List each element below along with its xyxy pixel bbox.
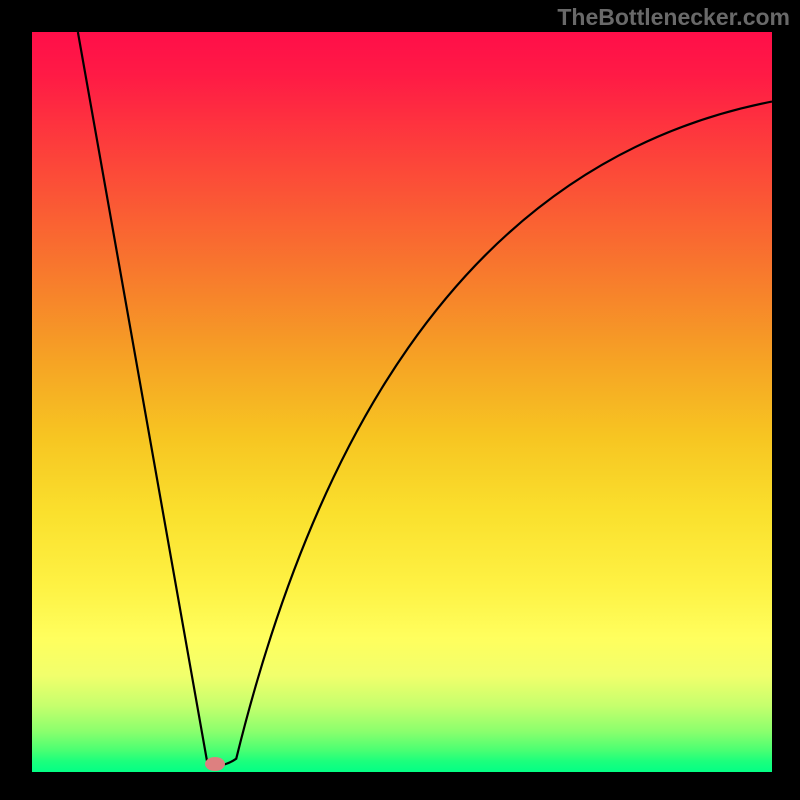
chart-frame: TheBottlenecker.com bbox=[0, 0, 800, 800]
minimum-marker bbox=[205, 757, 225, 771]
chart-svg bbox=[32, 32, 772, 772]
watermark-text: TheBottlenecker.com bbox=[557, 4, 790, 31]
plot-area bbox=[32, 32, 772, 772]
chart-curve bbox=[78, 32, 772, 765]
